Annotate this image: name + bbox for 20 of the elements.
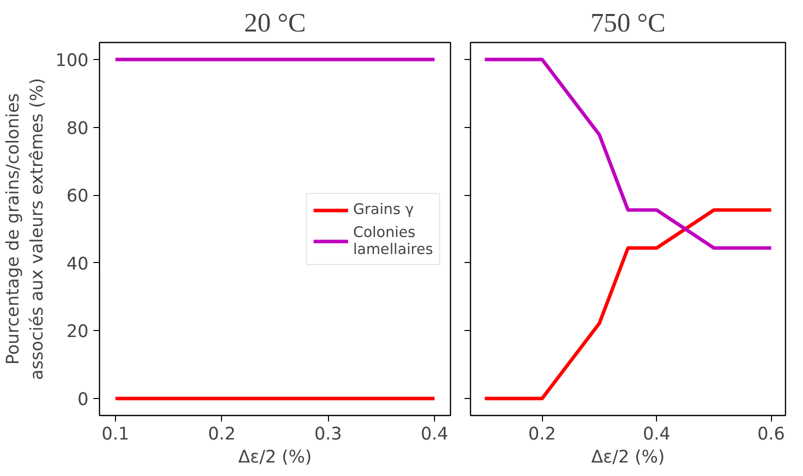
y-tick-label: 0 — [77, 390, 89, 410]
x-tick-label: 0.3 — [314, 424, 342, 444]
y-tick-label: 20 — [66, 322, 89, 342]
y-tick-label: 80 — [66, 118, 89, 139]
y-axis-title: Pourcentage de grains/colonies associés aux valeurs extrêmes (%) — [3, 78, 48, 380]
chart-title: 20 °C — [244, 8, 306, 38]
chart-title: 750 °C — [590, 8, 666, 38]
y-tick-label: 100 — [55, 50, 89, 71]
x-axis-title: Δε/2 (%) — [591, 448, 665, 468]
x-tick-label: 0.1 — [102, 424, 130, 444]
x-tick-label: 0.2 — [528, 424, 556, 444]
y-tick-label: 40 — [66, 254, 89, 274]
legend-label: Colonies lamellaires — [353, 224, 433, 258]
x-tick-label: 0.6 — [757, 424, 785, 444]
y-tick-label: 60 — [66, 186, 89, 207]
x-tick-label: 0.4 — [642, 424, 670, 444]
x-tick-label: 0.2 — [208, 424, 236, 444]
x-axis-title: Δε/2 (%) — [238, 448, 312, 468]
legend-label: Grains γ — [353, 201, 414, 218]
x-tick-label: 0.4 — [420, 424, 448, 444]
